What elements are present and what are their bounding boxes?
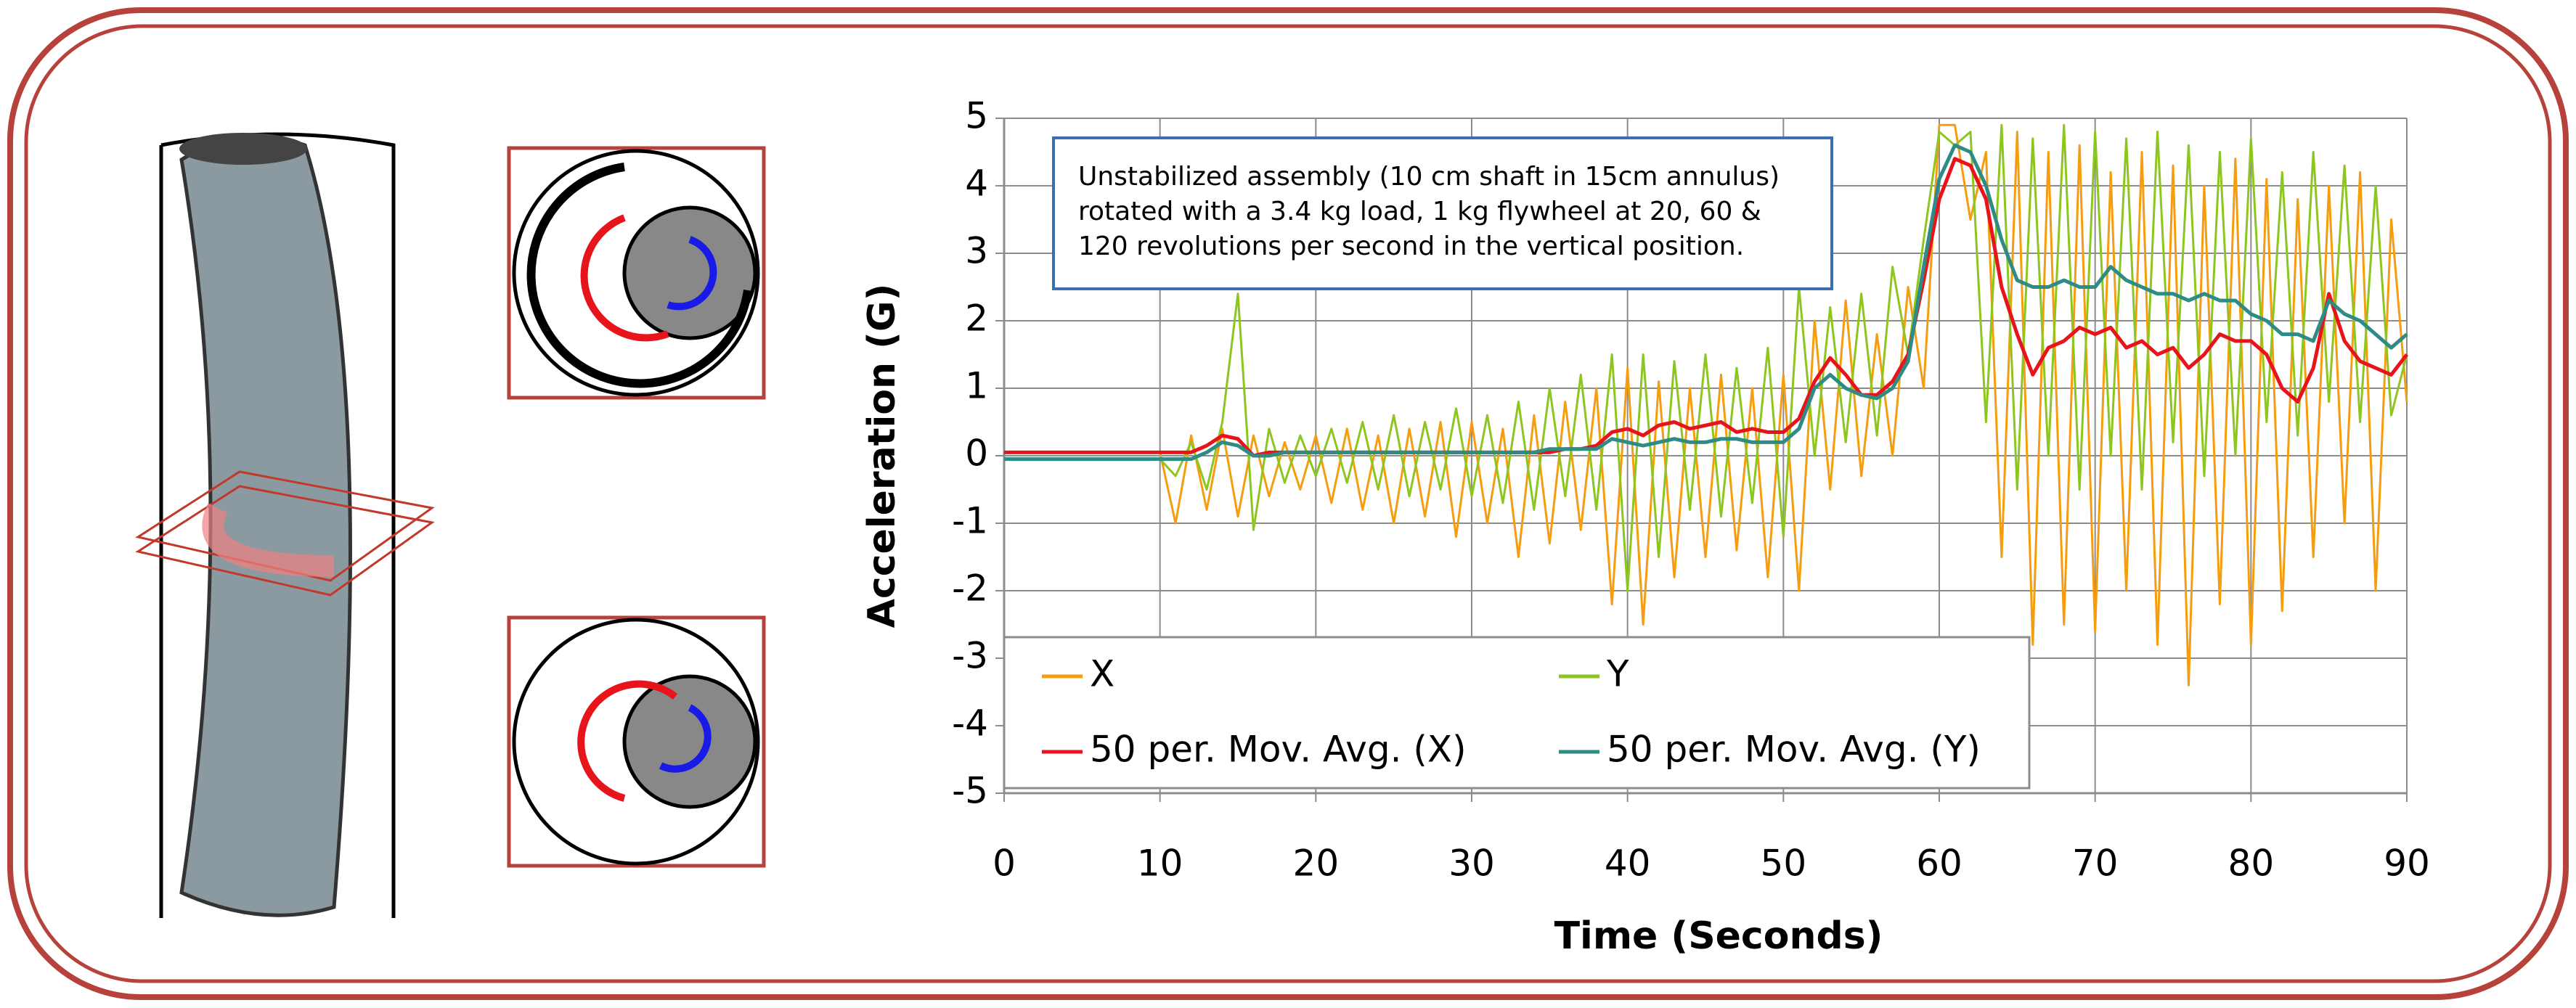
series-line xyxy=(1004,143,2408,462)
annotation-line: Unstabilized assembly (10 cm shaft in 15… xyxy=(1078,162,1780,192)
x-tick-label: 80 xyxy=(2228,843,2275,885)
legend-label: 50 per. Mov. Avg. (Y) xyxy=(1607,729,1981,771)
y-tick-label: 5 xyxy=(965,95,988,137)
x-axis-title: Time (Seconds) xyxy=(1554,914,1883,958)
x-tick-label: 90 xyxy=(2384,843,2430,885)
annotation-line: 120 revolutions per second in the vertic… xyxy=(1078,231,1744,261)
legend-label: Y xyxy=(1606,653,1629,695)
shaft-circle xyxy=(622,205,757,340)
annotation-box xyxy=(1052,136,1833,290)
x-tick-label: 50 xyxy=(1761,843,1807,885)
y-tick-label: 2 xyxy=(965,298,988,340)
x-tick-label: 70 xyxy=(2072,843,2119,885)
shaft-circle-2 xyxy=(622,674,757,809)
legend-label: X xyxy=(1090,653,1114,695)
legend-label: 50 per. Mov. Avg. (X) xyxy=(1090,729,1467,771)
annotation-line: rotated with a 3.4 kg load, 1 kg flywhee… xyxy=(1078,197,1761,226)
legend-box xyxy=(1003,636,2031,790)
x-tick-label: 10 xyxy=(1137,843,1183,885)
spin-arrow-2 xyxy=(659,704,712,773)
y-tick-label: -2 xyxy=(952,567,988,610)
illustration xyxy=(135,132,766,918)
x-tick-label: 0 xyxy=(993,843,1016,885)
bottom-view-box xyxy=(507,615,766,868)
x-tick-label: 20 xyxy=(1293,843,1340,885)
x-tick-label: 40 xyxy=(1605,843,1651,885)
orbit-arrow xyxy=(526,163,752,388)
y-axis-title: Acceleration (G) xyxy=(860,284,904,628)
top-view-box xyxy=(507,146,766,400)
y-tick-label: -3 xyxy=(952,635,988,677)
y-tick-label: -1 xyxy=(952,500,988,542)
x-tick-label: 30 xyxy=(1448,843,1495,885)
whirl-arrow xyxy=(580,214,669,342)
y-tick-label: 4 xyxy=(965,163,988,205)
whirl-arrow-2 xyxy=(577,680,678,802)
frame-inner xyxy=(24,24,2552,983)
series-line xyxy=(1004,123,2408,687)
frame-outer xyxy=(7,7,2569,1000)
x-tick-label: 60 xyxy=(1916,843,1962,885)
series-line xyxy=(1004,157,2408,458)
y-tick-label: 0 xyxy=(965,433,988,475)
series-line xyxy=(1004,123,2408,592)
y-tick-label: 1 xyxy=(965,365,988,407)
y-tick-label: -4 xyxy=(952,702,988,745)
rotation-arrow xyxy=(202,503,335,577)
shaft-top xyxy=(179,133,307,165)
y-tick-label: -5 xyxy=(952,770,988,812)
spin-arrow xyxy=(667,236,717,311)
y-tick-label: 3 xyxy=(965,230,988,272)
